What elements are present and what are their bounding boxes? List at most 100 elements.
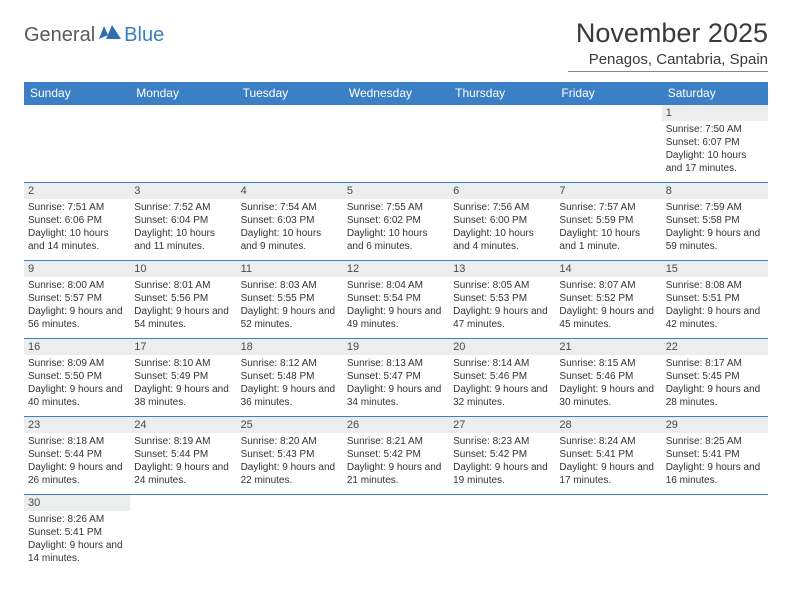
calendar-day-cell: 4Sunrise: 7:54 AMSunset: 6:03 PMDaylight… [237, 183, 343, 261]
day-number: 29 [662, 417, 768, 433]
day-number: 22 [662, 339, 768, 355]
day-info: Sunrise: 8:19 AMSunset: 5:44 PMDaylight:… [130, 433, 236, 489]
day-number: 12 [343, 261, 449, 277]
calendar-day-cell: 27Sunrise: 8:23 AMSunset: 5:42 PMDayligh… [449, 417, 555, 495]
day-info: Sunrise: 7:54 AMSunset: 6:03 PMDaylight:… [237, 199, 343, 255]
calendar-day-cell: 29Sunrise: 8:25 AMSunset: 5:41 PMDayligh… [662, 417, 768, 495]
calendar-day-cell: 23Sunrise: 8:18 AMSunset: 5:44 PMDayligh… [24, 417, 130, 495]
calendar-day-cell [24, 105, 130, 183]
day-info: Sunrise: 7:56 AMSunset: 6:00 PMDaylight:… [449, 199, 555, 255]
day-info: Sunrise: 8:14 AMSunset: 5:46 PMDaylight:… [449, 355, 555, 411]
weekday-header: Saturday [662, 82, 768, 105]
day-number: 26 [343, 417, 449, 433]
calendar-day-cell: 7Sunrise: 7:57 AMSunset: 5:59 PMDaylight… [555, 183, 661, 261]
calendar-day-cell: 15Sunrise: 8:08 AMSunset: 5:51 PMDayligh… [662, 261, 768, 339]
calendar-week-row: 30Sunrise: 8:26 AMSunset: 5:41 PMDayligh… [24, 495, 768, 573]
calendar-day-cell: 21Sunrise: 8:15 AMSunset: 5:46 PMDayligh… [555, 339, 661, 417]
calendar-day-cell: 5Sunrise: 7:55 AMSunset: 6:02 PMDaylight… [343, 183, 449, 261]
day-info: Sunrise: 8:24 AMSunset: 5:41 PMDaylight:… [555, 433, 661, 489]
calendar-day-cell [449, 495, 555, 573]
calendar-day-cell: 2Sunrise: 7:51 AMSunset: 6:06 PMDaylight… [24, 183, 130, 261]
calendar-day-cell: 11Sunrise: 8:03 AMSunset: 5:55 PMDayligh… [237, 261, 343, 339]
calendar-day-cell: 10Sunrise: 8:01 AMSunset: 5:56 PMDayligh… [130, 261, 236, 339]
calendar-day-cell: 30Sunrise: 8:26 AMSunset: 5:41 PMDayligh… [24, 495, 130, 573]
day-number: 10 [130, 261, 236, 277]
calendar-day-cell: 1Sunrise: 7:50 AMSunset: 6:07 PMDaylight… [662, 105, 768, 183]
calendar-day-cell: 19Sunrise: 8:13 AMSunset: 5:47 PMDayligh… [343, 339, 449, 417]
day-number: 3 [130, 183, 236, 199]
title-block: November 2025 Penagos, Cantabria, Spain [568, 18, 768, 72]
calendar-body: 1Sunrise: 7:50 AMSunset: 6:07 PMDaylight… [24, 105, 768, 573]
day-info: Sunrise: 7:57 AMSunset: 5:59 PMDaylight:… [555, 199, 661, 255]
calendar-day-cell: 20Sunrise: 8:14 AMSunset: 5:46 PMDayligh… [449, 339, 555, 417]
day-info: Sunrise: 8:04 AMSunset: 5:54 PMDaylight:… [343, 277, 449, 333]
day-info: Sunrise: 8:12 AMSunset: 5:48 PMDaylight:… [237, 355, 343, 411]
calendar-day-cell: 8Sunrise: 7:59 AMSunset: 5:58 PMDaylight… [662, 183, 768, 261]
calendar-day-cell: 22Sunrise: 8:17 AMSunset: 5:45 PMDayligh… [662, 339, 768, 417]
calendar-week-row: 2Sunrise: 7:51 AMSunset: 6:06 PMDaylight… [24, 183, 768, 261]
calendar-day-cell: 3Sunrise: 7:52 AMSunset: 6:04 PMDaylight… [130, 183, 236, 261]
header: General Blue November 2025 Penagos, Cant… [24, 18, 768, 72]
calendar-day-cell [130, 105, 236, 183]
day-info: Sunrise: 8:00 AMSunset: 5:57 PMDaylight:… [24, 277, 130, 333]
calendar-day-cell: 26Sunrise: 8:21 AMSunset: 5:42 PMDayligh… [343, 417, 449, 495]
calendar-day-cell: 13Sunrise: 8:05 AMSunset: 5:53 PMDayligh… [449, 261, 555, 339]
day-info: Sunrise: 8:18 AMSunset: 5:44 PMDaylight:… [24, 433, 130, 489]
calendar-day-cell [237, 495, 343, 573]
day-info: Sunrise: 7:55 AMSunset: 6:02 PMDaylight:… [343, 199, 449, 255]
calendar-day-cell: 24Sunrise: 8:19 AMSunset: 5:44 PMDayligh… [130, 417, 236, 495]
day-number: 2 [24, 183, 130, 199]
day-number: 21 [555, 339, 661, 355]
calendar-week-row: 16Sunrise: 8:09 AMSunset: 5:50 PMDayligh… [24, 339, 768, 417]
calendar-week-row: 1Sunrise: 7:50 AMSunset: 6:07 PMDaylight… [24, 105, 768, 183]
calendar-day-cell [130, 495, 236, 573]
day-number: 7 [555, 183, 661, 199]
day-info: Sunrise: 8:23 AMSunset: 5:42 PMDaylight:… [449, 433, 555, 489]
day-number: 11 [237, 261, 343, 277]
day-info: Sunrise: 7:59 AMSunset: 5:58 PMDaylight:… [662, 199, 768, 255]
weekday-header: Thursday [449, 82, 555, 105]
calendar-week-row: 9Sunrise: 8:00 AMSunset: 5:57 PMDaylight… [24, 261, 768, 339]
day-info: Sunrise: 8:01 AMSunset: 5:56 PMDaylight:… [130, 277, 236, 333]
day-number: 18 [237, 339, 343, 355]
calendar-day-cell [343, 495, 449, 573]
calendar-day-cell: 28Sunrise: 8:24 AMSunset: 5:41 PMDayligh… [555, 417, 661, 495]
day-info: Sunrise: 8:07 AMSunset: 5:52 PMDaylight:… [555, 277, 661, 333]
day-number: 28 [555, 417, 661, 433]
weekday-header: Tuesday [237, 82, 343, 105]
weekday-header: Sunday [24, 82, 130, 105]
calendar-day-cell: 12Sunrise: 8:04 AMSunset: 5:54 PMDayligh… [343, 261, 449, 339]
logo-text-blue: Blue [124, 24, 164, 47]
day-info: Sunrise: 8:26 AMSunset: 5:41 PMDaylight:… [24, 511, 130, 567]
day-info: Sunrise: 8:21 AMSunset: 5:42 PMDaylight:… [343, 433, 449, 489]
day-number: 15 [662, 261, 768, 277]
calendar-day-cell [662, 495, 768, 573]
calendar-day-cell: 14Sunrise: 8:07 AMSunset: 5:52 PMDayligh… [555, 261, 661, 339]
weekday-header: Monday [130, 82, 236, 105]
day-info: Sunrise: 8:03 AMSunset: 5:55 PMDaylight:… [237, 277, 343, 333]
calendar-day-cell: 18Sunrise: 8:12 AMSunset: 5:48 PMDayligh… [237, 339, 343, 417]
calendar-table: SundayMondayTuesdayWednesdayThursdayFrid… [24, 82, 768, 573]
day-number: 5 [343, 183, 449, 199]
day-info: Sunrise: 7:50 AMSunset: 6:07 PMDaylight:… [662, 121, 768, 177]
day-number: 24 [130, 417, 236, 433]
day-info: Sunrise: 7:52 AMSunset: 6:04 PMDaylight:… [130, 199, 236, 255]
day-number: 23 [24, 417, 130, 433]
calendar-week-row: 23Sunrise: 8:18 AMSunset: 5:44 PMDayligh… [24, 417, 768, 495]
day-number: 17 [130, 339, 236, 355]
day-info: Sunrise: 8:20 AMSunset: 5:43 PMDaylight:… [237, 433, 343, 489]
calendar-day-cell [555, 495, 661, 573]
day-number: 16 [24, 339, 130, 355]
page-title: November 2025 [568, 18, 768, 49]
logo: General Blue [24, 24, 164, 47]
day-info: Sunrise: 8:10 AMSunset: 5:49 PMDaylight:… [130, 355, 236, 411]
day-number: 4 [237, 183, 343, 199]
day-info: Sunrise: 8:08 AMSunset: 5:51 PMDaylight:… [662, 277, 768, 333]
day-number: 27 [449, 417, 555, 433]
day-number: 25 [237, 417, 343, 433]
day-info: Sunrise: 8:09 AMSunset: 5:50 PMDaylight:… [24, 355, 130, 411]
calendar-day-cell [449, 105, 555, 183]
day-info: Sunrise: 8:25 AMSunset: 5:41 PMDaylight:… [662, 433, 768, 489]
day-number: 19 [343, 339, 449, 355]
calendar-day-cell: 17Sunrise: 8:10 AMSunset: 5:49 PMDayligh… [130, 339, 236, 417]
